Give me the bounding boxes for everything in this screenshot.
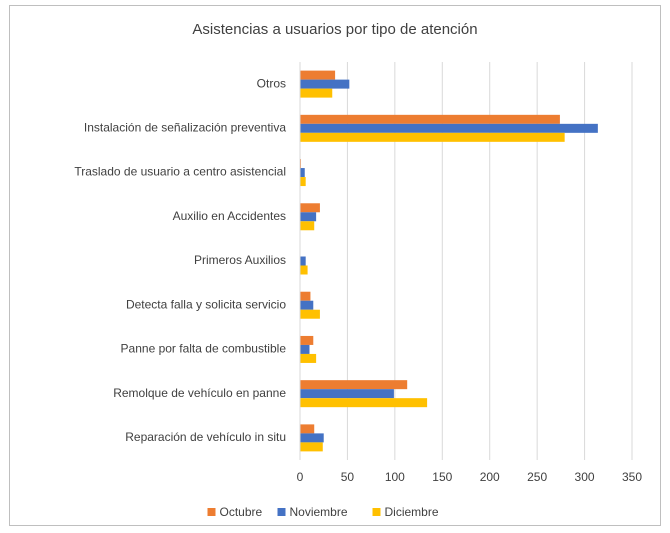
bar <box>300 291 311 301</box>
legend-swatch <box>207 508 216 516</box>
bar <box>300 344 310 354</box>
bar <box>300 442 323 452</box>
bar <box>300 132 565 142</box>
y-tick-label: Instalación de señalización preventiva <box>84 121 286 135</box>
bar <box>300 353 317 363</box>
bar <box>300 177 306 187</box>
legend-label: Diciembre <box>385 505 439 519</box>
y-tick-label: Otros <box>257 76 286 90</box>
bar <box>300 424 315 434</box>
y-tick-label: Remolque de vehículo en panne <box>113 386 286 400</box>
y-tick-label: Reparación de vehículo in situ <box>125 430 286 444</box>
bar <box>300 212 317 222</box>
bar <box>300 123 598 133</box>
bar <box>300 380 408 390</box>
x-tick-label: 200 <box>480 470 500 484</box>
bar <box>300 256 306 266</box>
bar <box>300 70 336 80</box>
bar <box>300 389 394 399</box>
bar <box>300 221 315 231</box>
x-tick-label: 150 <box>432 470 452 484</box>
bar <box>300 265 308 275</box>
bar <box>300 203 320 213</box>
x-tick-label: 250 <box>527 470 547 484</box>
x-tick-label: 350 <box>622 470 642 484</box>
legend-label: Octubre <box>220 505 263 519</box>
legend-swatch <box>372 508 381 516</box>
bar <box>300 300 314 310</box>
y-tick-label: Primeros Auxilios <box>194 253 286 267</box>
bar <box>300 398 428 408</box>
bar <box>300 168 305 178</box>
x-tick-label: 0 <box>297 470 304 484</box>
legend-swatch <box>277 508 286 516</box>
bar <box>300 433 324 443</box>
x-tick-label: 50 <box>341 470 355 484</box>
bar <box>300 335 314 345</box>
y-tick-label: Auxilio en Accidentes <box>173 209 286 223</box>
x-tick-label: 300 <box>575 470 595 484</box>
y-tick-label: Panne por falta de combustible <box>121 342 287 356</box>
bar <box>300 79 350 89</box>
bar <box>300 88 333 98</box>
x-tick-label: 100 <box>385 470 405 484</box>
y-tick-label: Traslado de usuario a centro asistencial <box>74 165 286 179</box>
y-tick-label: Detecta falla y solicita servicio <box>126 297 286 311</box>
bar <box>300 309 320 319</box>
chart-border <box>9 5 661 526</box>
legend-label: Noviembre <box>290 505 348 519</box>
chart-title: Asistencias a usuarios por tipo de atenc… <box>192 21 477 38</box>
bar <box>300 114 560 124</box>
